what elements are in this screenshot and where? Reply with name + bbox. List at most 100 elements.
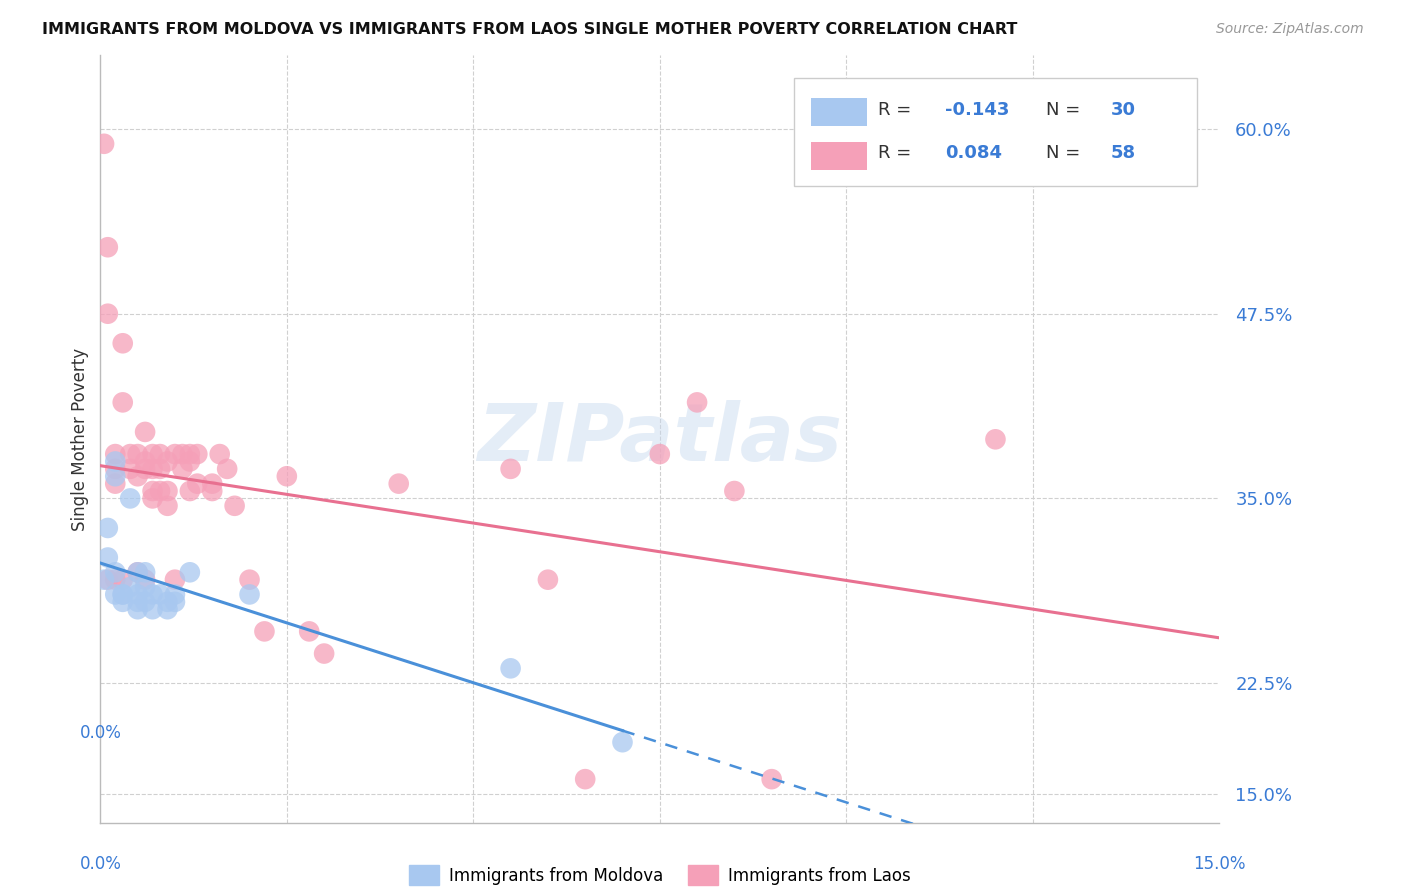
Point (224, 499, 246, 513)
Point (723, 483, 745, 498)
Point (104, 573, 127, 587)
Point (388, 476, 411, 491)
Text: 30: 30 (1111, 101, 1136, 119)
Point (142, 462, 165, 476)
Point (97, 521, 120, 535)
Point (179, 454, 201, 468)
Point (142, 602, 165, 616)
Point (217, 462, 239, 476)
Point (127, 595, 149, 609)
Point (238, 573, 260, 587)
Point (149, 447, 172, 461)
Point (104, 469, 127, 483)
Point (612, 735, 634, 749)
Point (298, 624, 321, 639)
Point (276, 469, 298, 483)
Point (186, 447, 208, 461)
Point (648, 447, 671, 461)
Point (111, 573, 134, 587)
Point (686, 395, 709, 409)
Point (238, 587, 260, 601)
Text: N =: N = (1046, 101, 1085, 119)
Point (104, 462, 127, 476)
Point (172, 462, 194, 476)
Point (142, 483, 165, 498)
Point (208, 447, 231, 461)
Y-axis label: Single Mother Poverty: Single Mother Poverty (72, 348, 89, 531)
Text: 0.0%: 0.0% (79, 723, 121, 741)
Point (120, 491, 142, 506)
Point (97, 550, 120, 565)
Point (163, 447, 186, 461)
Point (127, 447, 149, 461)
Text: 0.0%: 0.0% (79, 855, 121, 872)
Point (179, 447, 201, 461)
Point (134, 595, 156, 609)
Point (97, 240, 120, 254)
Point (111, 587, 134, 601)
Text: R =: R = (877, 101, 917, 119)
Point (201, 483, 224, 498)
Point (156, 499, 179, 513)
Point (97, 307, 120, 321)
Point (163, 595, 186, 609)
Point (127, 469, 149, 483)
Text: ZIPatlas: ZIPatlas (477, 401, 842, 478)
Point (201, 476, 224, 491)
Point (142, 491, 165, 506)
Point (104, 454, 127, 468)
Point (93, 136, 115, 151)
Point (104, 476, 127, 491)
Point (156, 602, 179, 616)
Point (120, 580, 142, 594)
Point (163, 573, 186, 587)
Point (127, 566, 149, 580)
Legend: Immigrants from Moldova, Immigrants from Laos: Immigrants from Moldova, Immigrants from… (402, 858, 918, 892)
Point (984, 433, 1007, 447)
Point (111, 395, 134, 409)
Point (149, 483, 172, 498)
Point (120, 462, 142, 476)
Point (104, 566, 127, 580)
Point (761, 772, 783, 786)
Point (149, 587, 172, 601)
Text: N =: N = (1046, 145, 1085, 162)
Point (499, 661, 522, 675)
Text: 15.0%: 15.0% (1192, 855, 1246, 872)
Point (499, 462, 522, 476)
Point (186, 476, 208, 491)
Point (97, 573, 120, 587)
Point (127, 587, 149, 601)
Bar (794, 78, 1197, 186)
Point (134, 462, 156, 476)
Point (111, 336, 134, 351)
Point (93, 573, 115, 587)
Point (179, 566, 201, 580)
Point (134, 566, 156, 580)
Point (537, 573, 560, 587)
Point (142, 587, 165, 601)
Point (104, 587, 127, 601)
Point (127, 566, 149, 580)
Point (172, 447, 194, 461)
Point (134, 425, 156, 439)
Point (314, 647, 336, 661)
Point (156, 454, 179, 468)
Point (149, 462, 172, 476)
Point (156, 595, 179, 609)
Text: R =: R = (877, 145, 917, 162)
Point (253, 624, 276, 639)
Point (134, 580, 156, 594)
Point (104, 447, 127, 461)
Bar (811, 98, 866, 126)
Point (111, 595, 134, 609)
Point (142, 447, 165, 461)
Point (120, 447, 142, 461)
Point (163, 587, 186, 601)
Text: 0.084: 0.084 (945, 145, 1002, 162)
Point (111, 587, 134, 601)
Text: 58: 58 (1111, 145, 1136, 162)
Point (574, 772, 596, 786)
Text: Source: ZipAtlas.com: Source: ZipAtlas.com (1216, 22, 1364, 37)
Point (134, 573, 156, 587)
